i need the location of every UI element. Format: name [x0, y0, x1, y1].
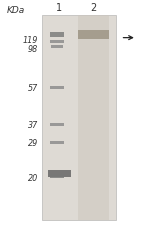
Bar	[50, 174, 64, 178]
Text: 1: 1	[56, 3, 62, 13]
Bar	[48, 170, 71, 178]
Text: 37: 37	[28, 120, 38, 129]
Bar	[42, 16, 116, 220]
Text: 57: 57	[28, 84, 38, 93]
Bar	[78, 31, 109, 40]
Text: KDa: KDa	[7, 6, 25, 15]
Bar	[50, 141, 64, 145]
Bar	[78, 16, 109, 220]
Bar	[51, 45, 63, 49]
Bar	[50, 87, 64, 90]
Text: 98: 98	[28, 45, 38, 54]
Bar	[50, 123, 64, 126]
Text: 29: 29	[28, 139, 38, 148]
Bar	[50, 33, 64, 38]
Bar	[50, 41, 64, 44]
Text: 119: 119	[23, 35, 38, 45]
Text: 2: 2	[90, 3, 96, 13]
Text: 20: 20	[28, 173, 38, 182]
